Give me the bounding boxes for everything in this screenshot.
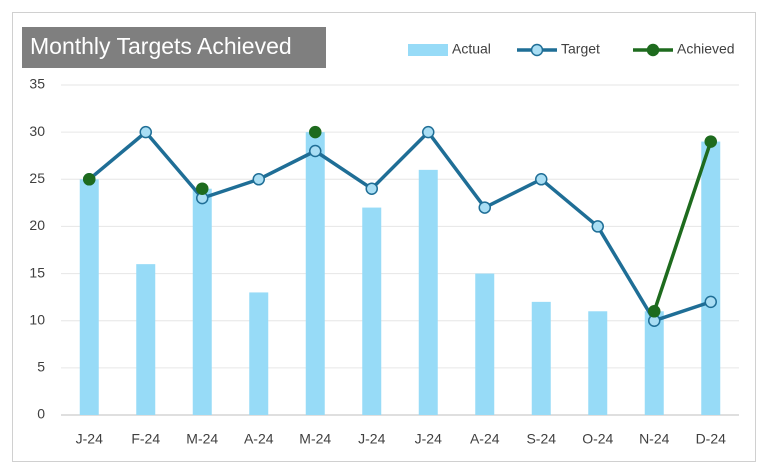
x-tick-label: J-24 bbox=[415, 431, 442, 447]
legend-label: Achieved bbox=[677, 41, 735, 57]
bar bbox=[136, 264, 156, 415]
legend-label: Target bbox=[561, 41, 600, 57]
marker bbox=[309, 144, 322, 158]
bar bbox=[701, 141, 721, 416]
legend-swatch bbox=[408, 44, 448, 56]
bar bbox=[305, 132, 325, 415]
x-tick-label: O-24 bbox=[582, 431, 613, 447]
title-box bbox=[22, 27, 326, 68]
marker bbox=[196, 182, 209, 195]
y-tick-label: 30 bbox=[29, 123, 45, 139]
bar bbox=[644, 311, 664, 415]
marker bbox=[365, 182, 378, 195]
x-tick-label: M-24 bbox=[186, 431, 218, 447]
bar bbox=[588, 311, 608, 415]
bar bbox=[418, 169, 438, 415]
x-tick-label: N-24 bbox=[639, 431, 670, 447]
bar bbox=[192, 188, 212, 415]
marker bbox=[422, 125, 435, 139]
legend-marker bbox=[530, 43, 544, 57]
x-tick-label: M-24 bbox=[299, 431, 331, 447]
x-tick-label: A-24 bbox=[470, 431, 500, 447]
marker bbox=[591, 220, 604, 233]
x-tick-label: D-24 bbox=[696, 431, 727, 447]
marker bbox=[478, 201, 491, 214]
marker bbox=[252, 173, 265, 186]
bar bbox=[531, 301, 551, 415]
x-tick-label: S-24 bbox=[526, 431, 556, 447]
y-tick-label: 0 bbox=[37, 406, 45, 422]
x-tick-label: J-24 bbox=[76, 431, 103, 447]
y-tick-label: 35 bbox=[29, 76, 45, 92]
bar bbox=[79, 179, 99, 415]
bar bbox=[475, 273, 495, 415]
legend-label: Actual bbox=[452, 41, 491, 57]
line bbox=[88, 130, 712, 323]
y-tick-label: 15 bbox=[29, 264, 45, 280]
marker bbox=[704, 135, 717, 148]
marker bbox=[83, 173, 96, 186]
marker bbox=[139, 125, 152, 139]
legend-marker bbox=[646, 43, 660, 57]
marker bbox=[648, 305, 661, 318]
bar bbox=[362, 207, 382, 415]
y-tick-label: 25 bbox=[29, 170, 45, 186]
x-tick-label: A-24 bbox=[244, 431, 274, 447]
bar bbox=[249, 292, 269, 415]
line bbox=[652, 141, 713, 312]
x-tick-label: F-24 bbox=[131, 431, 160, 447]
chart-title: Monthly Targets Achieved bbox=[30, 33, 292, 59]
x-tick-label: J-24 bbox=[358, 431, 385, 447]
marker bbox=[309, 125, 322, 139]
y-tick-label: 10 bbox=[29, 311, 45, 327]
chart-border bbox=[12, 12, 756, 462]
y-tick-label: 20 bbox=[29, 217, 45, 233]
y-tick-label: 5 bbox=[37, 359, 45, 375]
marker bbox=[535, 173, 548, 186]
marker bbox=[704, 295, 717, 309]
